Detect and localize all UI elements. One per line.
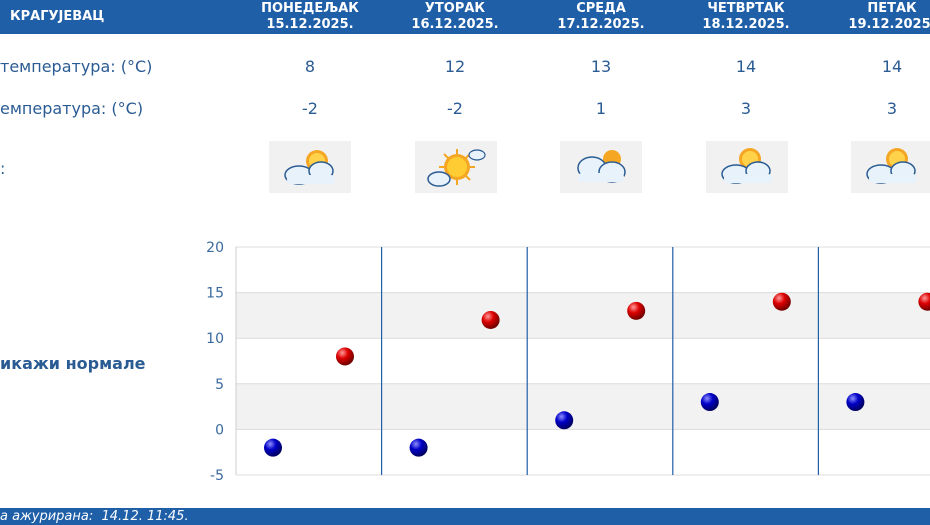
- sunny-with-cloud-icon: [415, 141, 497, 193]
- max-temp-point: [481, 310, 500, 329]
- day-name: ПЕТАК: [867, 1, 917, 16]
- last-updated: а ажурирана: 14.12. 11:45.: [0, 508, 930, 525]
- min-temp-value: -2: [302, 99, 318, 118]
- max-temp-point: [918, 292, 930, 311]
- y-tick-label: -5: [210, 468, 224, 484]
- chart-band: [236, 383, 930, 430]
- day-date: 19.12.2025.: [848, 17, 930, 32]
- min-temp-value: 1: [595, 99, 607, 118]
- day-header-1: ПОНЕДЕЉАК 15.12.2025.: [237, 1, 383, 33]
- max-temp-point: [772, 292, 791, 311]
- min-temp-point: [264, 438, 282, 457]
- min-temp-value: 3: [886, 99, 898, 118]
- partly-cloudy-icon: [706, 141, 788, 193]
- y-tick-label: 15: [206, 286, 224, 302]
- y-tick-label: 10: [206, 331, 224, 347]
- day-date: 18.12.2025.: [702, 17, 790, 32]
- day-header-4: ЧЕТВРТАК 18.12.2025.: [673, 1, 819, 33]
- day-header-3: СРЕДА 17.12.2025.: [528, 1, 674, 33]
- y-tick-label: 0: [215, 422, 224, 438]
- max-temp-label: температура: (°C): [0, 57, 153, 76]
- day-date: 15.12.2025.: [266, 17, 354, 32]
- min-temp-label: емпература: (°C): [0, 99, 144, 118]
- min-temp-value: -2: [447, 99, 463, 118]
- weather-icon-label: :: [0, 159, 6, 178]
- min-temp-point: [555, 411, 574, 430]
- day-name: ПОНЕДЕЉАК: [261, 1, 359, 16]
- max-temp-value: 14: [881, 57, 903, 76]
- y-tick-label: 20: [206, 240, 224, 256]
- max-temp-point: [627, 301, 646, 320]
- day-date: 16.12.2025.: [411, 17, 499, 32]
- day-header-5: ПЕТАК 19.12.2025.: [819, 1, 930, 33]
- partly-cloudy-icon: [269, 141, 351, 193]
- max-temp-value: 13: [590, 57, 612, 76]
- min-temp-point: [409, 438, 428, 457]
- min-temp-value: 3: [740, 99, 752, 118]
- max-temp-value: 8: [304, 57, 316, 76]
- show-normals-toggle[interactable]: икажи нормале: [0, 354, 146, 373]
- day-header-2: УТОРАК 16.12.2025.: [382, 1, 528, 33]
- day-date: 17.12.2025.: [557, 17, 645, 32]
- day-name: УТОРАК: [424, 1, 486, 16]
- min-temp-point: [700, 393, 719, 412]
- forecast-header: КРАГУЈЕВАЦ ПОНЕДЕЉАК 15.12.2025. УТОРАК …: [0, 0, 930, 34]
- partly-cloudy-icon: [851, 141, 930, 193]
- day-name: ЧЕТВРТАК: [707, 1, 785, 16]
- max-temp-value: 12: [444, 57, 466, 76]
- temperature-chart: 20 15 10 5 0 -5: [206, 240, 930, 484]
- chart-band: [236, 292, 930, 339]
- day-name: СРЕДА: [576, 1, 626, 16]
- y-tick-label: 5: [215, 377, 224, 393]
- max-temp-point: [336, 347, 354, 366]
- max-temp-value: 14: [735, 57, 757, 76]
- city-name: КРАГУЈЕВАЦ: [10, 9, 105, 24]
- mostly-cloudy-icon: [560, 141, 642, 193]
- min-temp-point: [846, 393, 865, 412]
